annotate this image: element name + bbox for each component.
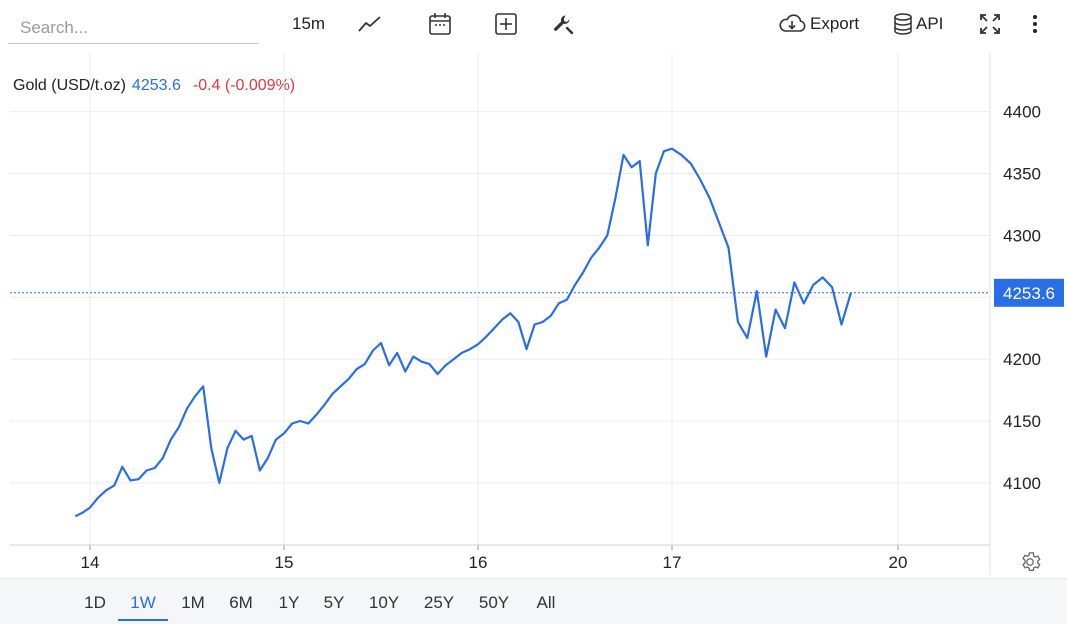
x-tick-label: 14 <box>81 553 100 572</box>
range-button-1d[interactable]: 1D <box>84 593 106 612</box>
last-price-label: 4253.6 <box>1003 284 1055 303</box>
price-chart[interactable]: 4100415042004250430043504400141516172042… <box>0 50 1067 578</box>
cloud-download-icon <box>778 13 806 35</box>
range-button-1y[interactable]: 1Y <box>278 593 300 612</box>
range-button-1m[interactable]: 1M <box>181 593 205 612</box>
tools-button[interactable] <box>551 10 575 38</box>
price-line <box>74 147 852 518</box>
y-tick-label: 4100 <box>1003 474 1041 493</box>
x-tick-label: 20 <box>889 553 908 572</box>
y-tick-label: 4200 <box>1003 350 1041 369</box>
interval-label: 15m <box>292 14 326 33</box>
line-chart-icon <box>357 14 383 34</box>
search-input[interactable] <box>8 12 258 44</box>
last-price-box <box>994 278 1064 307</box>
add-indicator-button[interactable] <box>494 10 518 38</box>
chart-type-button[interactable] <box>357 10 383 38</box>
calendar-icon <box>428 12 452 36</box>
instrument-name: Gold (USD/t.oz) <box>13 77 126 94</box>
chart-settings-button[interactable] <box>1019 551 1041 578</box>
range-button-6m[interactable]: 6M <box>229 593 253 612</box>
range-button-25y[interactable]: 25Y <box>423 593 455 612</box>
wrench-icon <box>551 12 575 36</box>
price-change: -0.4 (-0.009%) <box>192 77 296 94</box>
api-label: API <box>916 14 944 33</box>
x-tick-label: 15 <box>275 553 294 572</box>
x-tick-label: 16 <box>469 553 488 572</box>
date-range-button[interactable] <box>428 10 452 38</box>
gear-icon <box>1019 552 1041 577</box>
y-tick-label: 4150 <box>1003 412 1041 431</box>
range-button-50y[interactable]: 50Y <box>478 593 510 612</box>
x-tick-label: 17 <box>663 553 682 572</box>
current-price: 4253.6 <box>131 77 181 94</box>
more-vertical-icon <box>1027 12 1043 36</box>
fullscreen-button[interactable] <box>978 10 1002 38</box>
database-icon <box>893 13 913 35</box>
interval-selector[interactable]: 15m <box>292 10 325 38</box>
range-button-5y[interactable]: 5Y <box>323 593 345 612</box>
toolbar: 15m <box>0 0 1067 50</box>
export-button[interactable]: Export <box>778 10 859 38</box>
range-selector-bar: 1D 1W 1M 6M 1Y 5Y 10Y 25Y 50Y All <box>0 578 1067 624</box>
export-label: Export <box>810 14 860 33</box>
y-tick-label: 4300 <box>1003 226 1041 245</box>
add-indicator-icon <box>494 12 518 36</box>
range-button-1w[interactable]: 1W <box>118 585 168 621</box>
api-button[interactable]: API <box>893 10 943 38</box>
range-button-10y[interactable]: 10Y <box>368 593 400 612</box>
y-tick-label: 4350 <box>1003 164 1041 183</box>
chart-legend: Gold (USD/t.oz) 4253.6 -0.4 (-0.009%) <box>13 77 295 95</box>
fullscreen-icon <box>978 12 1002 36</box>
y-tick-label: 4400 <box>1003 103 1041 122</box>
more-options-button[interactable] <box>1027 10 1043 38</box>
range-button-all[interactable]: All <box>536 593 556 612</box>
